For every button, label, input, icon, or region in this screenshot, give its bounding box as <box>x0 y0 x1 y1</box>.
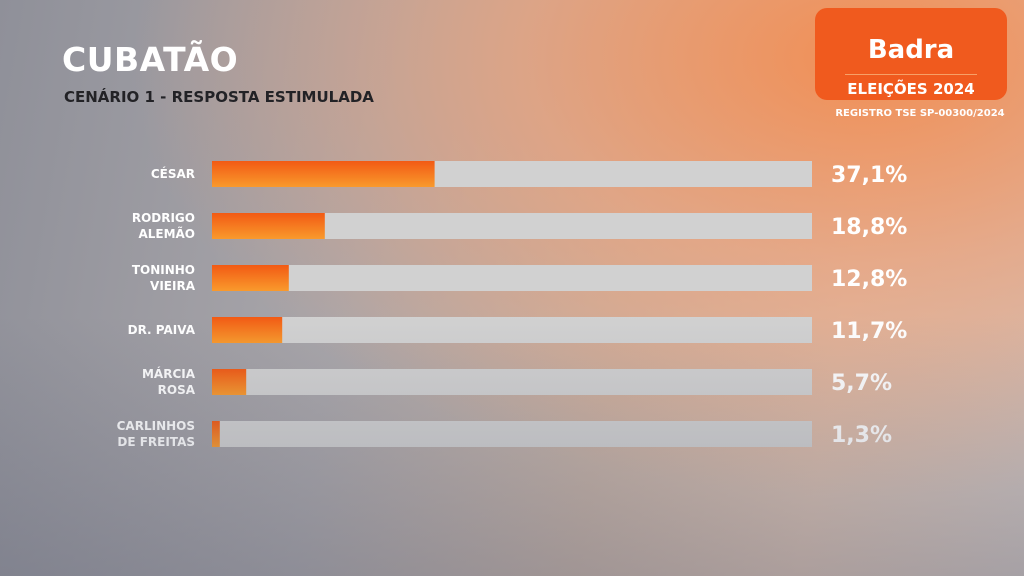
category-label: DR. PAIVA <box>128 323 196 337</box>
scenario-subtitle: CENÁRIO 1 - RESPOSTA ESTIMULADA <box>64 88 374 106</box>
category-label-line: DR. PAIVA <box>128 323 196 337</box>
brand-badge: Badra ELEIÇÕES 2024 <box>815 8 1007 100</box>
value-label: 5,7% <box>831 371 892 396</box>
bar-track <box>212 369 812 395</box>
badge-divider <box>845 74 977 75</box>
category-label-line: MÁRCIA <box>142 366 196 381</box>
bar-track <box>212 317 812 343</box>
election-label: ELEIÇÕES 2024 <box>847 80 975 98</box>
category-label-line: ROSA <box>158 383 196 397</box>
brand-logo-text: Badra <box>867 35 955 65</box>
category-label-line: TONINHO <box>132 263 195 277</box>
value-label: 1,3% <box>831 423 892 448</box>
category-label: CARLINHOS DE FREITAS <box>117 419 195 449</box>
bar-fill <box>212 421 220 447</box>
category-label: TONINHO VIEIRA <box>132 263 196 293</box>
bar-fill <box>212 213 325 239</box>
category-label: RODRIGO ALEMÃO <box>132 211 195 241</box>
bar-fill <box>212 265 289 291</box>
category-label-line: VIEIRA <box>150 279 196 293</box>
category-label-line: CÉSAR <box>151 166 195 181</box>
category-label-line: CARLINHOS <box>117 419 195 433</box>
page-title: CUBATÃO <box>62 40 239 79</box>
value-label: 18,8% <box>831 215 907 240</box>
bar-track <box>212 421 812 447</box>
category-label-line: RODRIGO <box>132 211 195 225</box>
category-label-line: DE FREITAS <box>117 435 195 449</box>
value-label: 37,1% <box>831 163 907 188</box>
bar-fill <box>212 369 247 395</box>
category-label: CÉSAR <box>151 166 195 181</box>
value-label: 11,7% <box>831 319 907 344</box>
bar-track <box>212 265 812 291</box>
value-label: 12,8% <box>831 267 907 292</box>
registration-text: REGISTRO TSE SP-00300/2024 <box>835 108 1005 119</box>
bar-fill <box>212 317 283 343</box>
category-label: MÁRCIA ROSA <box>142 366 196 397</box>
bar-fill <box>212 161 435 187</box>
category-label-line: ALEMÃO <box>138 226 195 241</box>
